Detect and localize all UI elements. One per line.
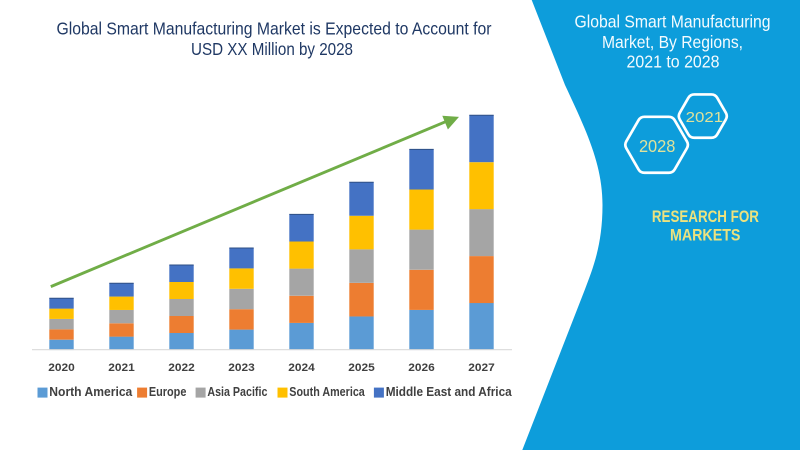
svg-text:Global Smart Manufacturing Mar: Global Smart Manufacturing Market is Exp… (57, 19, 492, 39)
svg-text:Europe: Europe (149, 384, 187, 399)
svg-text:Global Smart Manufacturing: Global Smart Manufacturing (575, 12, 771, 32)
svg-text:2021: 2021 (108, 362, 135, 374)
svg-text:2021 to 2028: 2021 to 2028 (627, 52, 720, 72)
svg-text:2026: 2026 (408, 362, 435, 374)
svg-text:2022: 2022 (168, 362, 195, 374)
svg-text:2023: 2023 (228, 362, 255, 374)
svg-text:MARKETS: MARKETS (670, 226, 741, 245)
svg-text:RESEARCH FOR: RESEARCH FOR (652, 207, 759, 226)
svg-text:2025: 2025 (348, 362, 375, 374)
svg-text:Middle East and Africa: Middle East and Africa (386, 384, 513, 399)
svg-text:2027: 2027 (468, 362, 495, 374)
svg-text:2024: 2024 (288, 362, 315, 374)
svg-text:Asia Pacific: Asia Pacific (207, 384, 267, 399)
svg-text:North America: North America (49, 384, 133, 399)
svg-text:2028: 2028 (639, 136, 676, 156)
svg-text:2020: 2020 (48, 362, 75, 374)
svg-text:2021: 2021 (686, 109, 724, 126)
svg-text:Market, By Regions,: Market, By Regions, (602, 32, 743, 52)
svg-text:South America: South America (289, 384, 365, 399)
svg-text:USD XX Million by 2028: USD XX Million by 2028 (191, 39, 353, 59)
